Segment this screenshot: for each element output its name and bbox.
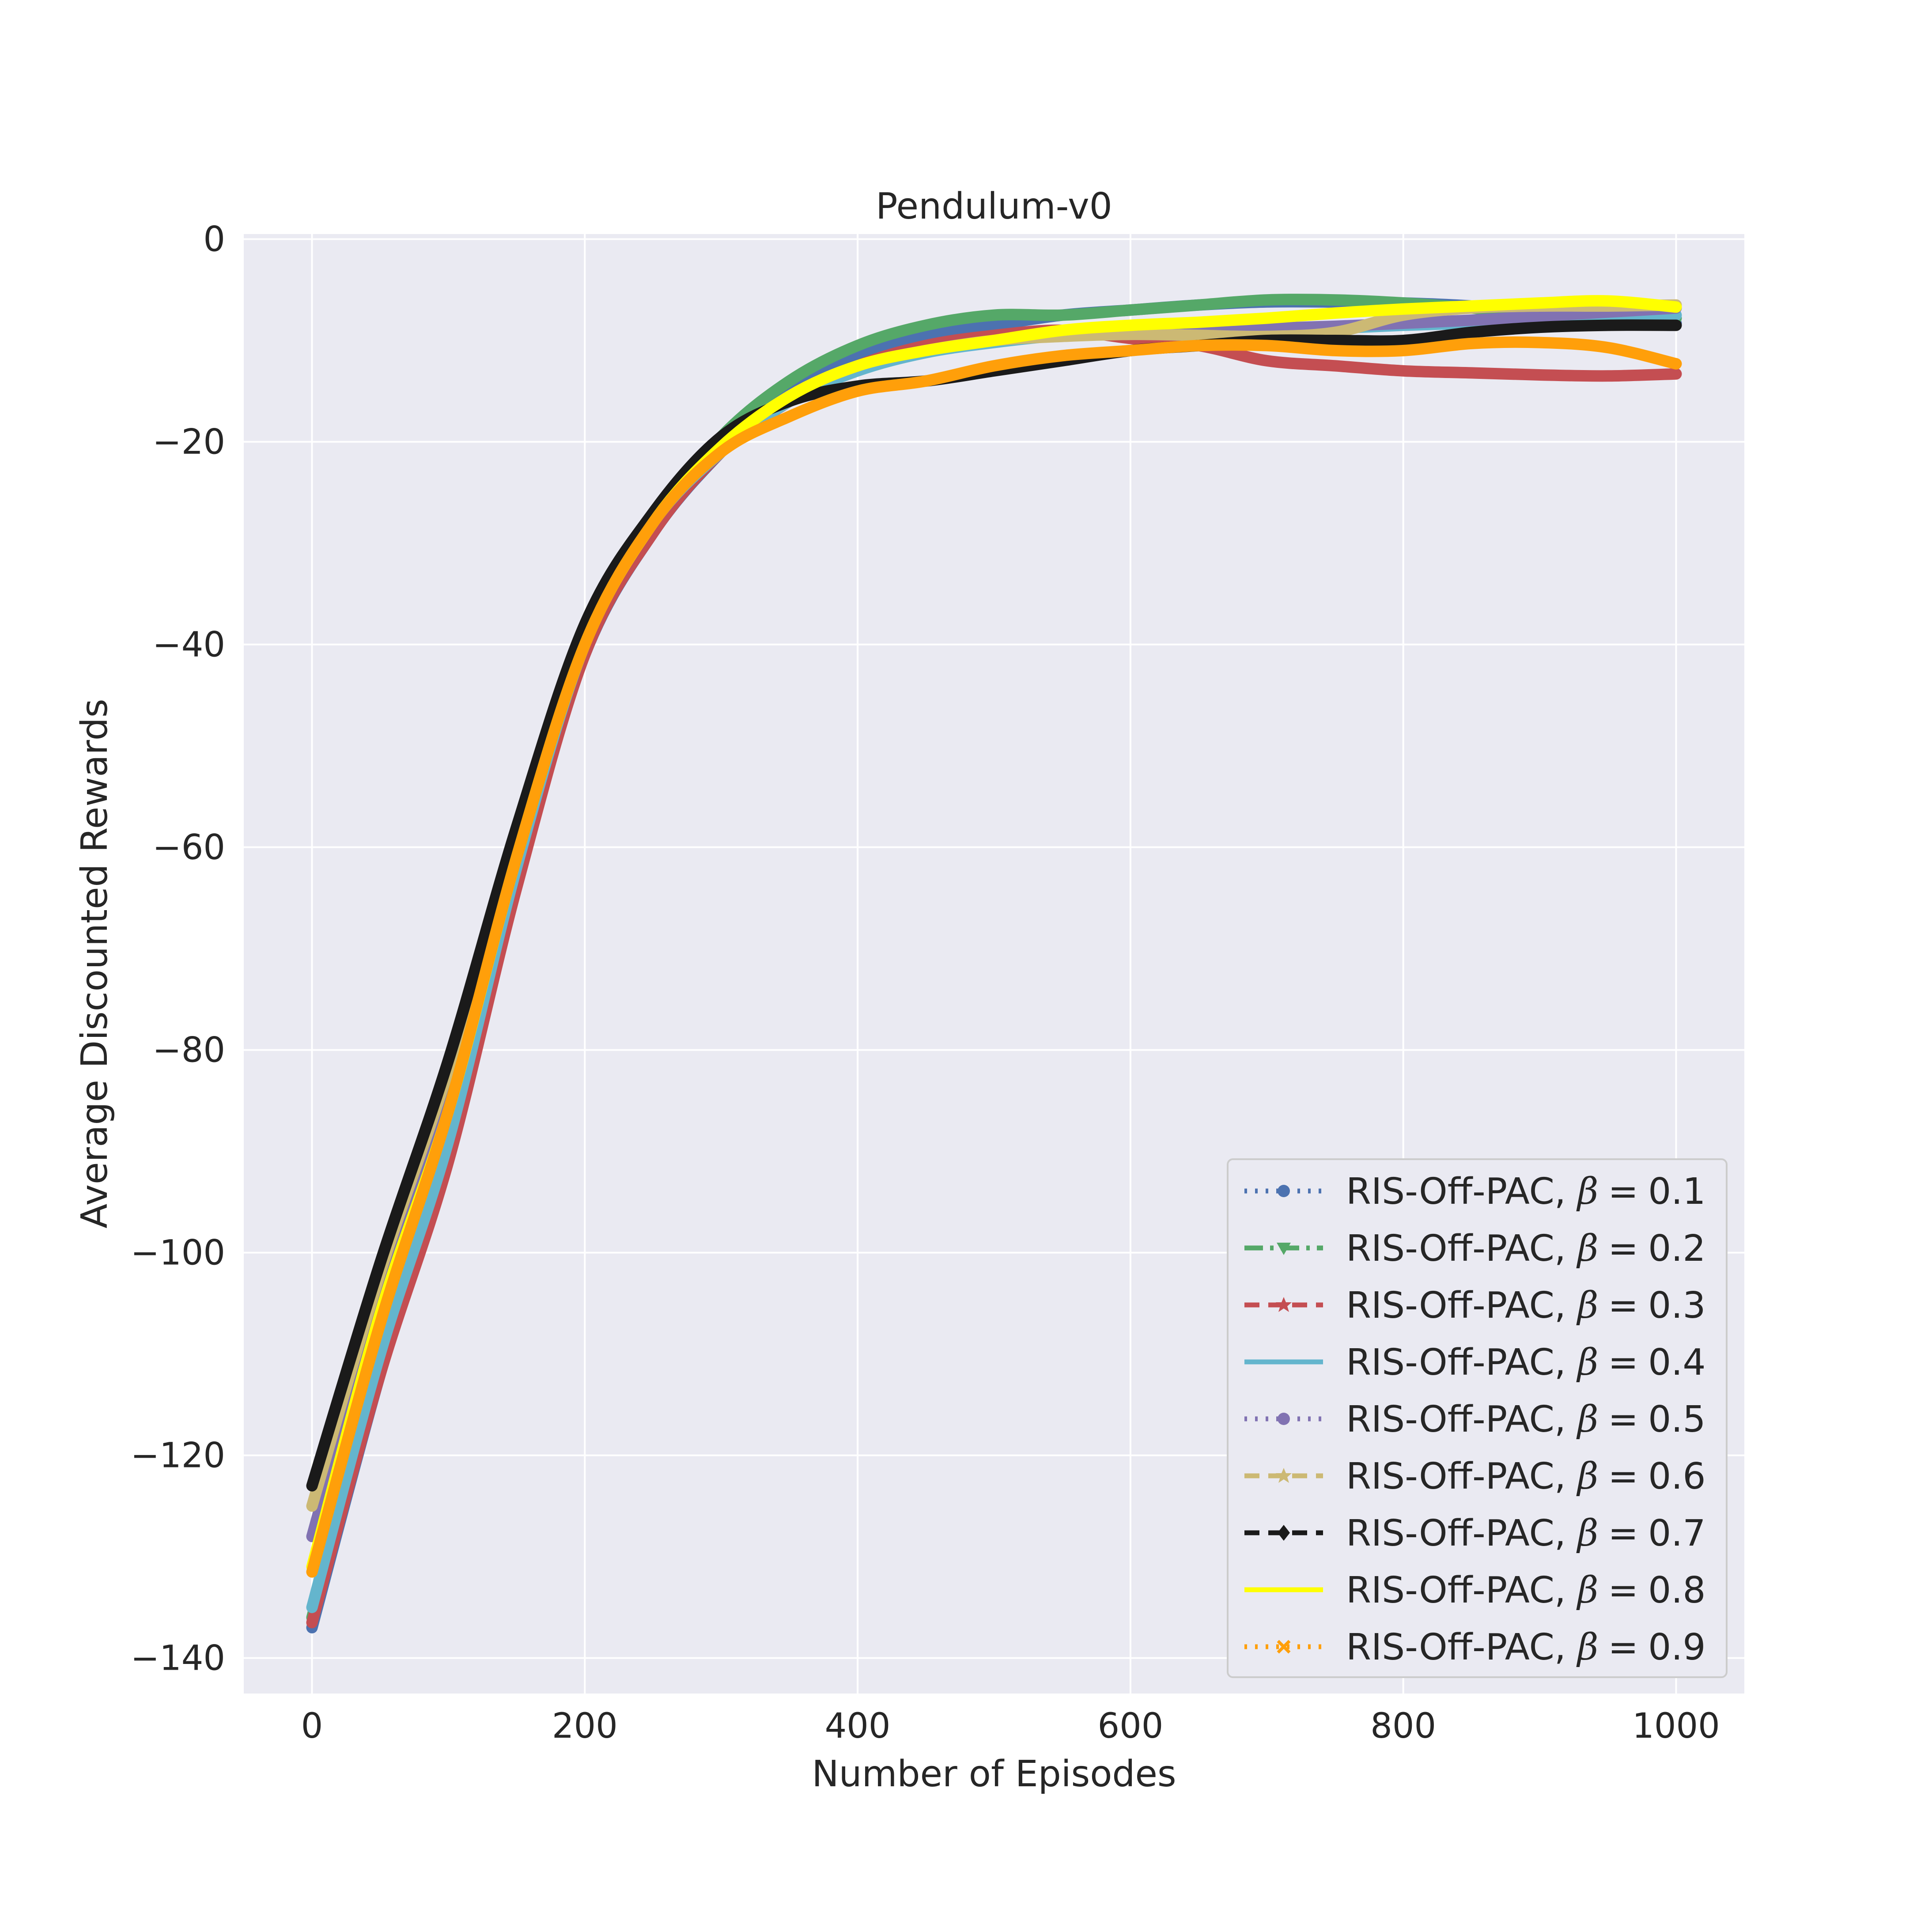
- legend-beta-symbol: β: [1576, 1626, 1598, 1668]
- x-tick-label: 200: [552, 1706, 618, 1746]
- legend-beta-value: 0.2: [1648, 1228, 1705, 1270]
- legend-marker-6: [1276, 1468, 1292, 1483]
- legend-equals: =: [1608, 1228, 1638, 1270]
- legend-equals: =: [1608, 1626, 1638, 1668]
- x-tick-label: 600: [1097, 1706, 1163, 1746]
- legend-prefix: RIS-Off-PAC,: [1346, 1569, 1577, 1611]
- y-tick-label: −120: [131, 1436, 225, 1476]
- legend-beta-value: 0.3: [1648, 1285, 1705, 1327]
- legend-prefix: RIS-Off-PAC,: [1346, 1399, 1577, 1440]
- x-tick-label: 800: [1370, 1706, 1436, 1746]
- legend-equals: =: [1608, 1456, 1638, 1497]
- legend-marker-3: [1276, 1297, 1292, 1312]
- legend-beta-symbol: β: [1576, 1228, 1598, 1270]
- legend-equals: =: [1608, 1399, 1638, 1440]
- legend-beta-symbol: β: [1576, 1171, 1598, 1213]
- legend-marker-2: [1277, 1243, 1291, 1255]
- legend-beta-value: 0.5: [1648, 1399, 1705, 1440]
- series-endpoint-9: [1671, 358, 1682, 369]
- legend-equals: =: [1608, 1512, 1638, 1554]
- legend-beta-value: 0.4: [1648, 1342, 1705, 1384]
- x-tick-label: 0: [301, 1706, 323, 1746]
- legend-label-8: RIS-Off-PAC, β = 0.8: [1346, 1569, 1706, 1611]
- legend-beta-symbol: β: [1576, 1342, 1598, 1384]
- legend-equals: =: [1608, 1569, 1638, 1611]
- legend-label-6: RIS-Off-PAC, β = 0.6: [1346, 1456, 1706, 1497]
- legend-box: [1227, 1158, 1728, 1678]
- legend-marker-1: [1278, 1185, 1290, 1197]
- series-line-9: [306, 336, 1682, 1578]
- legend-label-7: RIS-Off-PAC, β = 0.7: [1346, 1512, 1706, 1554]
- y-tick-label: −140: [131, 1639, 225, 1679]
- legend-prefix: RIS-Off-PAC,: [1346, 1342, 1577, 1384]
- legend-label-2: RIS-Off-PAC, β = 0.2: [1346, 1228, 1706, 1270]
- legend-label-3: RIS-Off-PAC, β = 0.3: [1346, 1285, 1706, 1327]
- legend-beta-value: 0.1: [1648, 1171, 1705, 1213]
- y-tick-label: −80: [152, 1031, 225, 1070]
- x-axis-label: Number of Episodes: [812, 1753, 1176, 1795]
- y-tick-label: −100: [131, 1233, 225, 1273]
- y-tick-label: −20: [152, 423, 225, 462]
- legend-beta-value: 0.8: [1648, 1569, 1705, 1611]
- legend-label-5: RIS-Off-PAC, β = 0.5: [1346, 1399, 1706, 1440]
- tick-labels: 0 200 400 600 800 1000 0 −20 −40 −60 −80 −100 −120 −1…: [131, 219, 1720, 1746]
- legend-beta-symbol: β: [1576, 1456, 1598, 1497]
- legend-beta-value: 0.6: [1648, 1456, 1705, 1497]
- legend-marker-5: [1278, 1413, 1290, 1425]
- series-lines: [306, 294, 1682, 1633]
- series-endpoint-8: [1671, 302, 1682, 313]
- legend-beta-value: 0.9: [1648, 1626, 1705, 1668]
- legend-prefix: RIS-Off-PAC,: [1346, 1228, 1577, 1270]
- legend-beta-symbol: β: [1576, 1285, 1598, 1327]
- legend-beta-symbol: β: [1576, 1512, 1598, 1554]
- legend-beta-symbol: β: [1576, 1569, 1598, 1611]
- x-tick-label: 400: [825, 1706, 891, 1746]
- legend-prefix: RIS-Off-PAC,: [1346, 1285, 1577, 1327]
- series-endpoint-3: [1671, 368, 1682, 379]
- x-tick-label: 1000: [1632, 1706, 1720, 1746]
- legend-prefix: RIS-Off-PAC,: [1346, 1456, 1577, 1497]
- y-tick-label: 0: [203, 219, 225, 259]
- legend-prefix: RIS-Off-PAC,: [1346, 1171, 1577, 1213]
- legend-label-9: RIS-Off-PAC, β = 0.9: [1346, 1626, 1706, 1668]
- legend-prefix: RIS-Off-PAC,: [1346, 1626, 1577, 1668]
- legend-beta-value: 0.7: [1648, 1512, 1705, 1554]
- legend-label-4: RIS-Off-PAC, β = 0.4: [1346, 1342, 1706, 1384]
- legend-marker-7: [1278, 1525, 1290, 1541]
- chart-title: Pendulum-v0: [876, 185, 1112, 227]
- y-axis-label: Average Discounted Rewards: [74, 699, 116, 1228]
- legend-equals: =: [1608, 1342, 1638, 1384]
- grid-lines: [244, 234, 1744, 1694]
- series-endpoint-7: [1671, 320, 1682, 331]
- legend-label-1: RIS-Off-PAC, β = 0.1: [1346, 1171, 1706, 1213]
- y-tick-label: −60: [152, 828, 225, 868]
- legend-marker-9: [1277, 1640, 1291, 1654]
- legend-beta-symbol: β: [1576, 1399, 1598, 1440]
- legend-equals: =: [1608, 1285, 1638, 1327]
- y-tick-label: −40: [152, 625, 225, 665]
- legend-equals: =: [1608, 1171, 1638, 1213]
- legend-prefix: RIS-Off-PAC,: [1346, 1512, 1577, 1554]
